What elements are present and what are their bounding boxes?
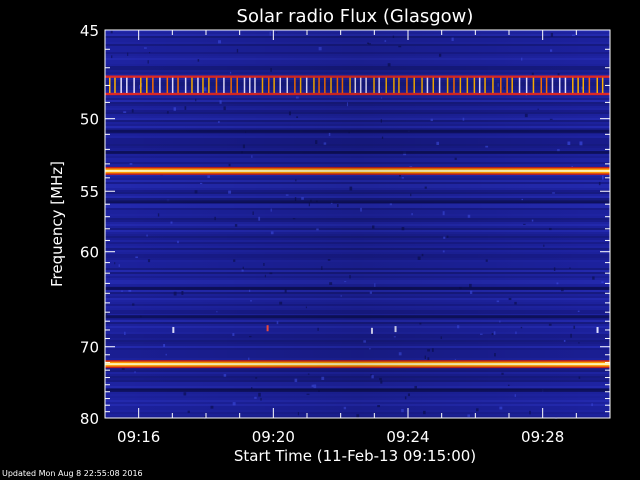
x-axis: 09:16 09:20 09:24 09:28 [117, 30, 577, 446]
plot-area [105, 30, 610, 420]
y-tick-label: 80 [80, 410, 99, 428]
y-tick-label: 55 [80, 183, 99, 201]
y-tick-label: 50 [80, 111, 99, 129]
updated-timestamp: Updated Mon Aug 8 22:55:08 2016 [2, 469, 143, 478]
plot-frame [104, 29, 611, 419]
x-tick-label: 09:28 [521, 428, 564, 446]
x-tick-label: 09:16 [117, 428, 160, 446]
y-tick-label: 70 [80, 339, 99, 357]
y-tick-label: 60 [80, 244, 99, 262]
chart-title: Solar radio Flux (Glasgow) [237, 6, 474, 27]
y-axis-label: Frequency [MHz] [48, 161, 66, 287]
plot-shading [105, 30, 610, 418]
y-axis: 45 50 55 60 70 80 [80, 22, 610, 428]
x-tick-label: 09:24 [386, 428, 429, 446]
y-tick-label: 45 [80, 22, 99, 40]
x-tick-label: 09:20 [252, 428, 295, 446]
x-axis-label: Start Time (11-Feb-13 09:15:00) [234, 447, 476, 465]
